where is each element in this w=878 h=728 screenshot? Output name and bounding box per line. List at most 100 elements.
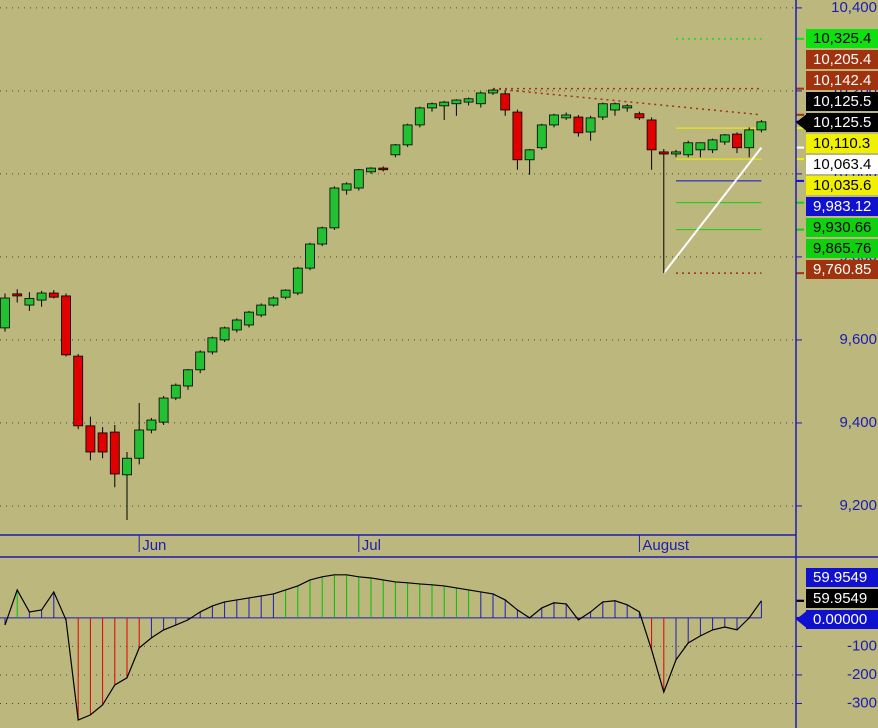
candle-body bbox=[536, 124, 547, 149]
candle-body bbox=[317, 227, 328, 245]
osc-label: 59.9549 bbox=[813, 569, 867, 586]
candle-body bbox=[427, 103, 437, 109]
price-label: 9,983.12 bbox=[813, 198, 871, 215]
price-label-box bbox=[806, 197, 878, 216]
y-tick-label: 9,600 bbox=[839, 331, 877, 348]
osc-tick-label: -200 bbox=[847, 666, 877, 683]
candle-body bbox=[183, 369, 193, 387]
candle-body bbox=[146, 419, 157, 431]
trend-line bbox=[663, 146, 763, 274]
candle-body bbox=[292, 267, 303, 294]
candle-body bbox=[610, 103, 620, 111]
candle-body bbox=[109, 431, 120, 475]
candle-body bbox=[451, 99, 462, 105]
candle-body bbox=[561, 114, 572, 119]
price-label: 10,110.3 bbox=[813, 135, 870, 152]
price-label: 10,125.5 bbox=[813, 114, 871, 131]
candle-body bbox=[219, 327, 230, 341]
candle-body bbox=[524, 149, 535, 161]
candle-body bbox=[719, 134, 730, 143]
candle-body bbox=[329, 187, 340, 229]
candle-body bbox=[207, 337, 218, 353]
candle-body bbox=[622, 105, 633, 109]
price-label: 9,865.76 bbox=[813, 240, 871, 257]
price-label: 10,035.6 bbox=[813, 177, 871, 194]
candle-body bbox=[170, 384, 181, 399]
candle-body bbox=[463, 98, 474, 103]
candle-body bbox=[414, 107, 425, 126]
price-label: 10,325.4 bbox=[813, 30, 871, 47]
candle-body bbox=[512, 111, 523, 161]
candle-body bbox=[353, 169, 364, 189]
osc-label: 0.00000 bbox=[813, 611, 867, 628]
candle-body bbox=[256, 304, 267, 316]
price-label-box bbox=[806, 50, 878, 69]
price-label: 10,125.5 bbox=[813, 93, 871, 110]
candle-body bbox=[707, 139, 718, 151]
candle-body bbox=[0, 297, 10, 329]
candle-body bbox=[573, 116, 584, 134]
candle-body bbox=[597, 103, 608, 118]
price-label-box bbox=[806, 239, 878, 258]
price-label-box bbox=[806, 113, 878, 132]
price-label-box bbox=[806, 29, 878, 48]
y-tick-label: 10,400 bbox=[831, 0, 877, 16]
price-label-box bbox=[806, 176, 878, 195]
candle-body bbox=[122, 457, 132, 476]
osc-tick-label: -100 bbox=[847, 637, 877, 654]
candle-body bbox=[36, 292, 47, 301]
y-tick-label: 9,200 bbox=[839, 497, 877, 514]
candle-body bbox=[390, 144, 401, 156]
candle-body bbox=[244, 311, 254, 326]
candle-body bbox=[12, 293, 23, 297]
candle-body bbox=[134, 429, 145, 459]
candle-body bbox=[756, 121, 767, 131]
osc-tick-label: -300 bbox=[847, 694, 877, 711]
osc-label-box bbox=[806, 610, 878, 629]
candle-body bbox=[646, 119, 657, 151]
price-label: 10,205.4 bbox=[813, 51, 871, 68]
candle-body bbox=[97, 432, 108, 453]
osc-line bbox=[4, 574, 762, 721]
candle-body bbox=[732, 133, 742, 149]
candle-body bbox=[73, 355, 84, 427]
osc-label: 59.9549 bbox=[813, 590, 867, 607]
candle-body bbox=[634, 113, 645, 119]
candle-body bbox=[366, 167, 376, 173]
candle-body bbox=[585, 117, 596, 133]
candle-body bbox=[695, 142, 706, 151]
candle-body bbox=[658, 151, 669, 155]
x-tick-label: Jul bbox=[362, 537, 381, 554]
candle-body bbox=[341, 183, 352, 191]
candle-body bbox=[744, 129, 755, 149]
y-tick-label: 9,400 bbox=[839, 414, 877, 431]
candle-body bbox=[280, 289, 291, 298]
candle-body bbox=[158, 397, 169, 423]
candle-body bbox=[549, 114, 559, 126]
candle-body bbox=[61, 295, 71, 356]
x-tick-label: August bbox=[642, 537, 690, 554]
candle-body bbox=[305, 243, 315, 269]
price-label: 10,142.4 bbox=[813, 72, 871, 89]
candle-body bbox=[475, 92, 486, 105]
price-label: 9,760.85 bbox=[813, 261, 871, 278]
price-label-box bbox=[806, 218, 878, 237]
candle-body bbox=[378, 167, 389, 171]
price-label-box bbox=[806, 71, 878, 90]
osc-arrow bbox=[796, 611, 806, 628]
candle-body bbox=[85, 425, 96, 453]
price-label-box bbox=[806, 260, 878, 279]
price-label: 10,063.4 bbox=[813, 156, 871, 173]
price-label: 9,930.66 bbox=[813, 219, 871, 236]
candle-body bbox=[48, 292, 59, 298]
osc-label-box bbox=[806, 589, 878, 608]
price-label-box bbox=[806, 155, 878, 174]
price-arrow bbox=[796, 114, 806, 131]
candle-body bbox=[439, 101, 450, 107]
candle-body bbox=[500, 93, 511, 111]
candle-body bbox=[683, 142, 694, 156]
candle-body bbox=[24, 298, 35, 306]
